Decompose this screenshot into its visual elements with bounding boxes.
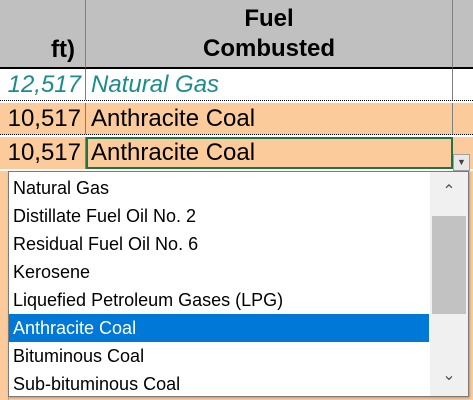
chevron-down-icon: ▼ xyxy=(457,157,466,167)
dropdown-option[interactable]: Sub-bituminous Coal xyxy=(13,374,181,394)
scrollbar-thumb[interactable] xyxy=(432,216,466,314)
dropdown-scrollbar[interactable]: ⌃ ⌄ xyxy=(430,172,468,396)
dropdown-option[interactable]: Bituminous Coal xyxy=(13,346,145,366)
column-header-right[interactable] xyxy=(453,0,473,69)
empty-cell[interactable] xyxy=(453,69,473,100)
chevron-down-icon: ⌄ xyxy=(442,367,456,384)
fuel-cell[interactable]: Anthracite Coal xyxy=(86,103,453,134)
dropdown-option-selected[interactable]: Anthracite Coal xyxy=(9,314,429,342)
scroll-down-button[interactable]: ⌄ xyxy=(430,356,468,396)
dropdown-option[interactable]: Kerosene xyxy=(13,262,91,282)
fuel-header-line1: Fuel xyxy=(244,5,294,32)
fuel-cell[interactable]: Natural Gas xyxy=(86,69,453,100)
dropdown-arrow-button[interactable]: ▼ xyxy=(453,154,470,171)
value-cell[interactable]: 12,517 xyxy=(0,69,86,100)
value-cell[interactable]: 10,517 xyxy=(0,103,86,134)
fuel-header-line2: Combusted xyxy=(203,35,335,62)
value-cell[interactable]: 10,517 xyxy=(0,137,86,169)
column-header-left[interactable]: ft) xyxy=(0,0,86,69)
column-header-left-label: ft) xyxy=(51,36,75,63)
table-row: 10,517 Anthracite Coal xyxy=(0,103,473,135)
dropdown-option[interactable]: Distillate Fuel Oil No. 2 xyxy=(13,206,197,226)
column-header-fuel[interactable]: Fuel Combusted xyxy=(86,0,453,69)
table-row: 12,517 Natural Gas xyxy=(0,69,473,101)
chevron-up-icon: ⌃ xyxy=(442,183,456,200)
active-fuel-cell[interactable]: Anthracite Coal xyxy=(86,137,453,169)
table-row: 10,517 Anthracite Coal xyxy=(0,137,473,169)
empty-cell[interactable] xyxy=(453,103,473,134)
scroll-up-button[interactable]: ⌃ xyxy=(430,172,468,212)
dropdown-options: Natural Gas Distillate Fuel Oil No. 2 Re… xyxy=(9,174,429,398)
dropdown-option[interactable]: Natural Gas xyxy=(13,178,110,198)
fuel-dropdown-list[interactable]: Natural Gas Distillate Fuel Oil No. 2 Re… xyxy=(8,171,469,397)
dropdown-option[interactable]: Residual Fuel Oil No. 6 xyxy=(13,234,199,254)
dropdown-option[interactable]: Liquefied Petroleum Gases (LPG) xyxy=(13,290,284,310)
